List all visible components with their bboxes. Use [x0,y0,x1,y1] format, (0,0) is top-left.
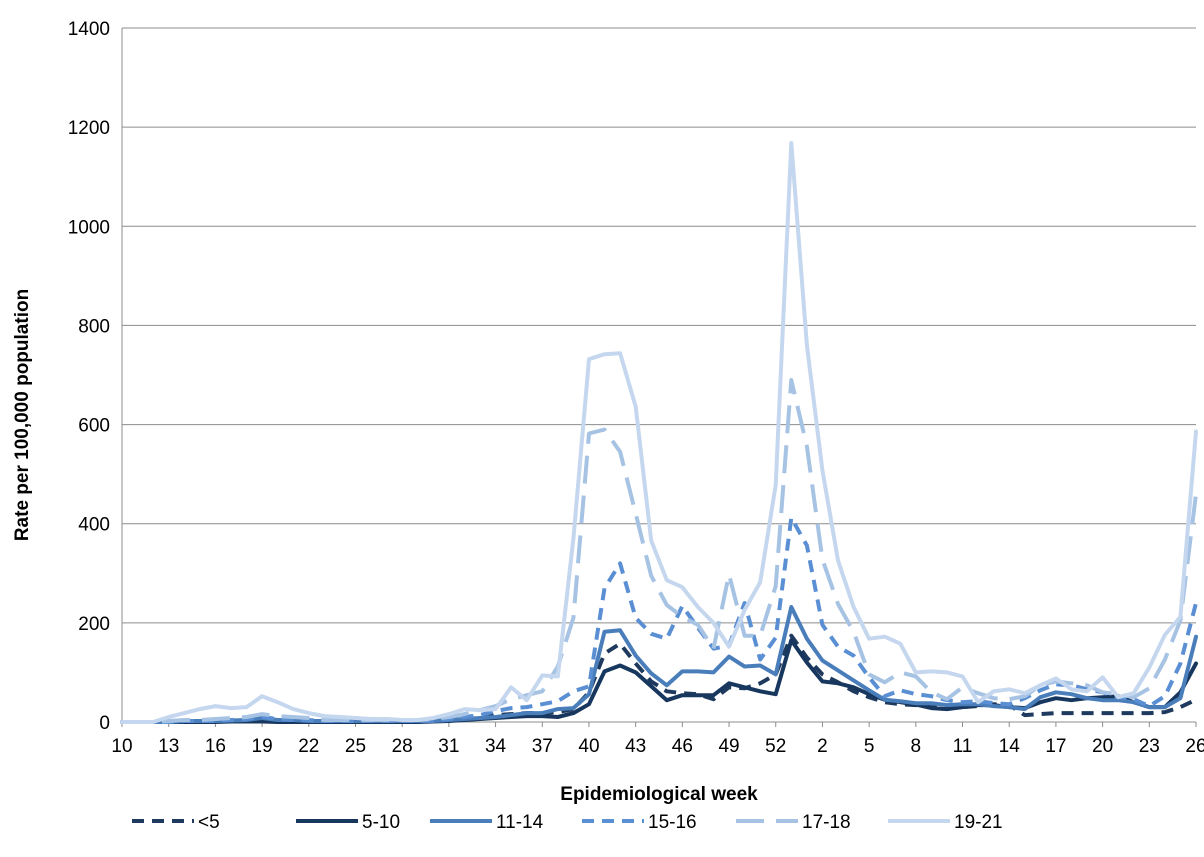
x-tick-label: 20 [1092,736,1113,757]
gridlines [122,27,1196,624]
x-tick-label: 19 [252,736,273,757]
x-tick-label: 25 [345,736,366,757]
axes [121,28,1197,727]
x-tick-label: 8 [911,736,922,757]
legend-label: 5-10 [362,812,400,833]
y-tick-label: 600 [78,416,110,437]
y-tick-label: 1000 [68,217,110,238]
x-tick-label: 52 [765,736,786,757]
y-tick-label: 1400 [68,19,110,40]
series-line-2 [120,605,1198,724]
legend-label: 17-18 [802,812,851,833]
y-tick-label: 1200 [68,118,110,139]
x-tick-label: 11 [953,736,973,757]
y-tick-label: 0 [99,713,110,734]
legend: <5 5-10 11-14 15-16 17-18 19-21 [132,812,1003,833]
x-tick-label: 10 [111,736,132,757]
x-tick-label: 2 [817,736,828,757]
series-line-5 [120,141,1198,724]
series-line-3 [122,515,1198,724]
legend-label: 15-16 [648,812,697,833]
x-tick-label: 28 [392,736,413,757]
x-tick-label: 14 [999,736,1021,757]
x-tick-label: 43 [625,736,646,757]
x-tick-labels: 10 13 16 19 22 25 28 31 34 37 40 43 46 49 52 2 5 8 11 14 17 2… [111,736,1204,757]
x-tick-label: 22 [298,736,319,757]
x-tick-label: 37 [532,736,553,757]
x-tick-label: 16 [205,736,226,757]
x-tick-label: 5 [864,736,875,757]
legend-label: 11-14 [496,812,544,833]
legend-label: 19-21 [954,812,1003,833]
y-tick-label: 400 [78,515,110,536]
x-tick-label: 31 [438,736,459,757]
y-tick-label: 800 [78,316,110,337]
legend-label: <5 [198,812,220,833]
x-tick-label: 49 [718,736,739,757]
x-axis-title: Epidemiological week [560,784,758,805]
x-tick-label: 46 [672,736,693,757]
series-line-4 [122,378,1198,724]
x-tick-label: 13 [158,736,179,757]
x-tick-label: 34 [485,736,507,757]
y-tick-label: 200 [78,614,110,635]
y-axis-title: Rate per 100,000 population [12,289,33,541]
x-tick-label: 26 [1185,736,1204,757]
x-tick-label: 17 [1045,736,1066,757]
data-lines [120,141,1198,724]
x-tick-label: 23 [1139,736,1160,757]
y-tick-labels: 0 200 400 600 800 1000 1200 1400 [68,19,110,734]
x-tick-label: 40 [578,736,599,757]
